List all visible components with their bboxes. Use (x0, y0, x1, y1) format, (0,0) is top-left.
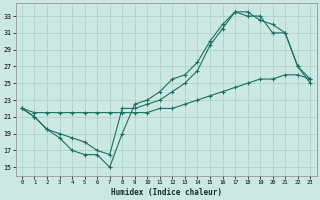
X-axis label: Humidex (Indice chaleur): Humidex (Indice chaleur) (111, 188, 221, 197)
